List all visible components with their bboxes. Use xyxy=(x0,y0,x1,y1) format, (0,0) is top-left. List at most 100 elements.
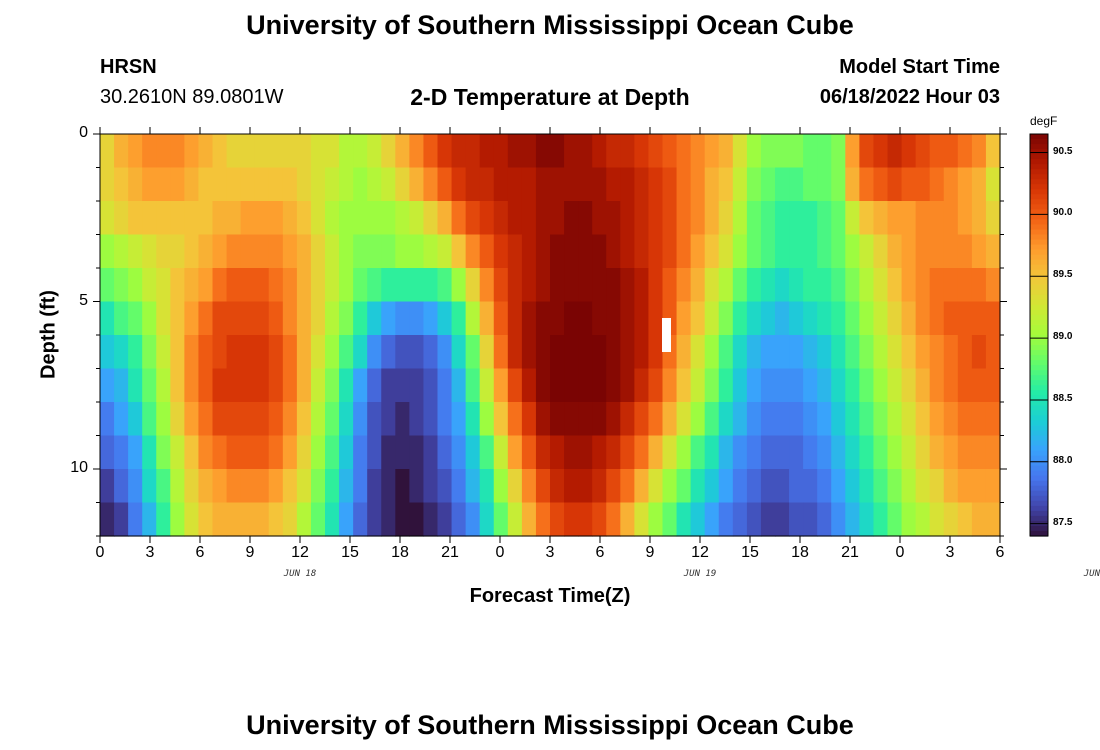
heatmap-cell xyxy=(704,469,720,504)
heatmap-cell xyxy=(170,335,185,370)
date-label: JUN 19 xyxy=(683,569,717,579)
heatmap-cell xyxy=(915,134,931,169)
model-start-time: 06/18/2022 Hour 03 xyxy=(819,86,1000,108)
heatmap-cell xyxy=(901,167,917,202)
heatmap-cell xyxy=(648,234,664,269)
heatmap-cell xyxy=(564,134,579,169)
heatmap-cell xyxy=(339,402,354,437)
heatmap-cell xyxy=(690,335,706,370)
heatmap-cell xyxy=(156,368,171,403)
x-tick-label: 6 xyxy=(995,544,1005,561)
heatmap-cell xyxy=(606,335,621,370)
heatmap-cell xyxy=(887,134,903,169)
heatmap-cell xyxy=(395,502,410,537)
heatmap-cell xyxy=(859,268,875,303)
heatmap-cell xyxy=(929,469,945,504)
colorbar-segment xyxy=(1030,279,1048,286)
heatmap-cell xyxy=(310,435,326,470)
heatmap-cell xyxy=(339,502,354,537)
colorbar-segment xyxy=(1030,370,1048,376)
heatmap-cell xyxy=(282,502,298,537)
heatmap-cell xyxy=(325,402,340,437)
x-tick-label: 18 xyxy=(391,544,409,561)
x-tick-label: 15 xyxy=(741,544,759,561)
heatmap-cell xyxy=(648,335,664,370)
colorbar-segment xyxy=(1030,149,1048,155)
heatmap-cell xyxy=(760,368,776,403)
heatmap-cell xyxy=(775,301,790,336)
colorbar-segment xyxy=(1030,375,1048,381)
heatmap-cell xyxy=(296,435,312,470)
heatmap-cell xyxy=(381,234,396,269)
heatmap-cell xyxy=(943,201,959,236)
heatmap-cell xyxy=(887,234,903,269)
heatmap-cell xyxy=(634,201,650,236)
heatmap-cell xyxy=(887,301,903,336)
heatmap-cell xyxy=(423,268,439,303)
heatmap-cell xyxy=(817,402,832,437)
colorbar-segment xyxy=(1030,309,1048,316)
heatmap-cell xyxy=(184,268,200,303)
heatmap-cell xyxy=(282,368,298,403)
heatmap-cell xyxy=(268,301,284,336)
heatmap-cell xyxy=(184,368,200,403)
heatmap-cell xyxy=(465,402,481,437)
colorbar-segment xyxy=(1030,440,1048,447)
heatmap-cell xyxy=(254,335,270,370)
heatmap-cell xyxy=(198,435,214,470)
heatmap-cell xyxy=(690,502,706,537)
heatmap-cell xyxy=(465,368,481,403)
heatmap-cell xyxy=(268,435,284,470)
heatmap-cell xyxy=(367,402,382,437)
heatmap-cell xyxy=(156,435,171,470)
colorbar-tick-label: 88.5 xyxy=(1053,392,1073,404)
heatmap-cell xyxy=(479,234,495,269)
x-tick-label: 0 xyxy=(895,544,905,561)
colorbar-segment xyxy=(1030,410,1048,417)
heatmap-cell xyxy=(507,301,523,336)
heatmap-cell xyxy=(690,368,706,403)
heatmap-cell xyxy=(310,268,326,303)
heatmap-cell xyxy=(775,134,790,169)
heatmap-cell xyxy=(465,268,481,303)
heatmap-cell xyxy=(620,268,635,303)
heatmap-cell xyxy=(817,201,832,236)
heatmap-cell xyxy=(620,402,635,437)
heatmap-cell xyxy=(718,435,734,470)
colorbar-segment xyxy=(1030,284,1048,291)
heatmap-cell xyxy=(634,502,650,537)
heatmap-cell xyxy=(423,435,439,470)
heatmap-cell xyxy=(310,234,326,269)
heatmap-cell xyxy=(479,502,495,537)
heatmap-cell xyxy=(296,201,312,236)
heatmap-cell xyxy=(648,368,664,403)
colorbar-segment xyxy=(1030,289,1048,296)
heatmap-cell xyxy=(493,435,509,470)
heatmap-cell xyxy=(310,335,326,370)
heatmap-cell xyxy=(254,435,270,470)
heatmap-cell xyxy=(156,301,171,336)
heatmap-cell xyxy=(775,335,790,370)
colorbar-segment xyxy=(1030,249,1048,256)
heatmap-cell xyxy=(325,201,340,236)
heatmap-cell xyxy=(564,435,579,470)
heatmap-cell xyxy=(507,368,523,403)
heatmap-cell xyxy=(451,335,467,370)
heatmap-cell xyxy=(915,167,931,202)
heatmap-cell xyxy=(859,402,875,437)
heatmap-cell xyxy=(817,435,832,470)
heatmap-cell xyxy=(226,301,242,336)
heatmap-cell xyxy=(789,301,804,336)
date-label: JUN 20 xyxy=(1083,569,1100,579)
heatmap-cell xyxy=(929,435,945,470)
heatmap-cell xyxy=(254,402,270,437)
heatmap-cell xyxy=(142,201,157,236)
heatmap-cell xyxy=(240,301,256,336)
heatmap-cell xyxy=(901,234,917,269)
colorbar-segment xyxy=(1030,495,1048,502)
heatmap-cell xyxy=(353,234,368,269)
heatmap-cell xyxy=(240,402,256,437)
heatmap-cell xyxy=(718,234,734,269)
heatmap-cell xyxy=(648,134,664,169)
heatmap-cell xyxy=(845,167,860,202)
